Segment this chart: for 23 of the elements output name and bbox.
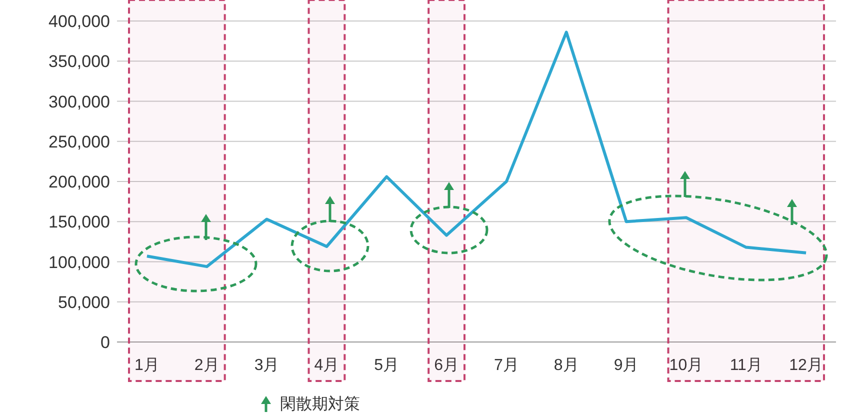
y-tick-label: 100,000 [48, 252, 110, 272]
y-tick-label: 250,000 [48, 132, 110, 152]
x-tick-label: 7月 [494, 357, 519, 374]
x-tick-label: 4月 [314, 357, 340, 374]
x-tick-label: 1月 [134, 357, 160, 374]
x-tick-label: 6月 [434, 357, 459, 374]
x-tick-label: 5月 [374, 357, 400, 374]
x-tick-label: 11月 [730, 357, 762, 374]
x-tick-label: 3月 [254, 357, 280, 374]
y-tick-label: 0 [100, 333, 110, 352]
text: 閑散期対策 [280, 395, 360, 413]
x-tick-label: 9月 [614, 357, 639, 374]
line-series [145, 30, 808, 268]
x-tick-label: 12月 [789, 357, 823, 374]
y-tick-label: 400,000 [48, 12, 110, 31]
y-tick-label: 350,000 [48, 52, 110, 72]
y-tick-label: 150,000 [48, 212, 110, 232]
x-tick-label: 8月 [554, 357, 579, 374]
y-tick-label: 300,000 [48, 92, 110, 112]
x-tick-label: 2月 [194, 357, 220, 374]
y-tick-label: 200,000 [48, 172, 110, 192]
y-tick-label: 50,000 [58, 292, 110, 312]
x-tick-label: 10月 [669, 357, 704, 374]
